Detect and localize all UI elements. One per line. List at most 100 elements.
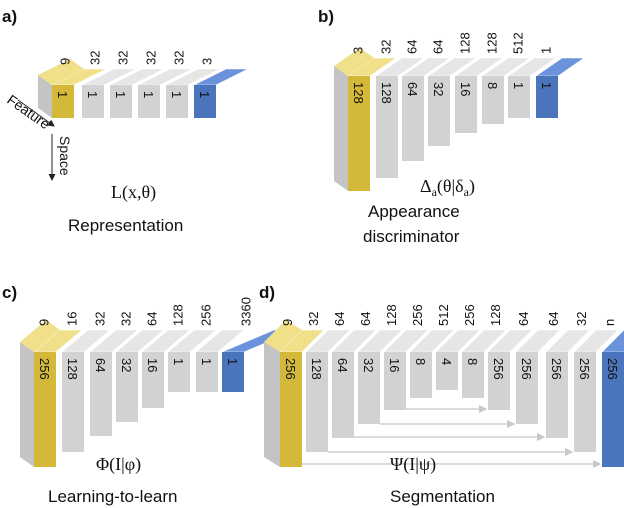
block-channel-label: 64 bbox=[404, 40, 419, 54]
block-side-face bbox=[20, 342, 34, 467]
block-front-face bbox=[62, 352, 84, 452]
layer-block: 8 128 bbox=[481, 32, 531, 124]
layer-block: 4 512 bbox=[435, 304, 481, 390]
block-size-label: 16 bbox=[145, 358, 160, 372]
panel-b-caption-line2: discriminator bbox=[363, 227, 460, 246]
block-front-face bbox=[455, 76, 477, 133]
layer-block: 1 32 bbox=[81, 51, 137, 118]
block-size-label: 8 bbox=[485, 82, 500, 89]
panel-d-caption: Segmentation bbox=[390, 487, 495, 506]
block-top-edge bbox=[264, 320, 302, 352]
panel-c-formula: Φ(I|φ) bbox=[96, 454, 141, 475]
layer-block: 13 bbox=[193, 58, 249, 118]
block-front-face bbox=[168, 352, 190, 392]
block-size-label: 256 bbox=[37, 358, 52, 380]
block-side-face bbox=[38, 75, 52, 118]
block-side-face bbox=[264, 342, 280, 467]
block-channel-label: 32 bbox=[378, 40, 393, 54]
block-front-face bbox=[90, 352, 112, 436]
panel-b-formula: Δa(θ|δa) bbox=[420, 176, 475, 199]
block-size-label: 1 bbox=[171, 358, 186, 365]
block-front-face bbox=[508, 76, 530, 118]
panel-a-caption: Representation bbox=[68, 216, 183, 235]
block-channel-label: 32 bbox=[574, 312, 589, 326]
layer-block: 8 256 bbox=[461, 304, 507, 398]
block-size-label: 1 bbox=[113, 91, 128, 98]
block-channel-label: 32 bbox=[306, 312, 321, 326]
block-size-label: 64 bbox=[93, 358, 108, 372]
space-axis-label: Space bbox=[57, 136, 73, 176]
block-front-face bbox=[116, 352, 138, 422]
block-front-face bbox=[138, 85, 160, 118]
block-size-label: 256 bbox=[491, 358, 506, 380]
layer-block: 128 32 bbox=[375, 40, 425, 178]
block-channel-label: 128 bbox=[170, 304, 185, 326]
block-channel-label: 64 bbox=[430, 40, 445, 54]
block-front-face bbox=[536, 76, 558, 118]
block-channel-label: 9 bbox=[58, 58, 73, 65]
block-front-face bbox=[602, 352, 624, 467]
block-size-label: 256 bbox=[577, 358, 592, 380]
block-front-face bbox=[332, 352, 354, 438]
block-channel-label: 32 bbox=[118, 312, 133, 326]
block-channel-label: 64 bbox=[332, 312, 347, 326]
panel-label: a) bbox=[2, 7, 17, 26]
block-size-label: 64 bbox=[335, 358, 350, 372]
block-front-face bbox=[34, 352, 56, 467]
block-channel-label: n bbox=[602, 319, 617, 326]
block-channel-label: 128 bbox=[384, 304, 399, 326]
block-front-face bbox=[306, 352, 328, 452]
block-front-face bbox=[348, 76, 370, 191]
block-size-label: 128 bbox=[351, 82, 366, 104]
block-front-face bbox=[516, 352, 538, 424]
block-top-edge bbox=[20, 320, 60, 352]
block-front-face bbox=[410, 352, 432, 398]
panel-label: c) bbox=[2, 283, 17, 302]
layer-block: 256 n bbox=[601, 319, 624, 467]
block-channel-label: 32 bbox=[116, 51, 131, 65]
block-top-edge bbox=[38, 59, 84, 85]
block-size-label: 1 bbox=[169, 91, 184, 98]
layer-block: 8 256 bbox=[409, 304, 455, 398]
layer-block: 256 64 bbox=[545, 312, 591, 438]
block-channel-label: 512 bbox=[436, 304, 451, 326]
panel-b-caption-line1: Appearance bbox=[368, 202, 460, 221]
block-channel-label: 64 bbox=[516, 312, 531, 326]
layer-block: 256 32 bbox=[573, 312, 619, 452]
block-channel-label: 128 bbox=[488, 304, 503, 326]
block-channel-label: 64 bbox=[546, 312, 561, 326]
block-size-label: 1 bbox=[539, 82, 554, 89]
block-front-face bbox=[52, 85, 74, 118]
block-size-label: 16 bbox=[387, 358, 402, 372]
block-front-face bbox=[110, 85, 132, 118]
layer-block: 11 bbox=[535, 47, 585, 118]
block-front-face bbox=[82, 85, 104, 118]
block-channel-label: 128 bbox=[484, 32, 499, 54]
block-channel-label: 3 bbox=[200, 58, 215, 65]
block-channel-label: 128 bbox=[457, 32, 472, 54]
layer-block: 128 32 bbox=[305, 312, 351, 452]
block-front-face bbox=[462, 352, 484, 398]
block-channel-label: 512 bbox=[510, 32, 525, 54]
block-size-label: 32 bbox=[431, 82, 446, 96]
block-front-face bbox=[428, 76, 450, 146]
layer-block: 128 3 bbox=[334, 47, 397, 191]
layer-block: 32 64 bbox=[357, 312, 403, 424]
block-front-face bbox=[546, 352, 568, 438]
layer-block: 256 9 bbox=[20, 319, 83, 467]
block-channel-label: 9 bbox=[36, 319, 51, 326]
block-size-label: 1 bbox=[511, 82, 526, 89]
block-size-label: 1 bbox=[55, 91, 70, 98]
layer-block: 1 32 bbox=[165, 51, 221, 118]
block-channel-label: 1 bbox=[538, 47, 553, 54]
block-channel-label: 3 bbox=[350, 47, 365, 54]
block-size-label: 64 bbox=[405, 82, 420, 96]
block-front-face bbox=[574, 352, 596, 452]
layer-block: 1 256 bbox=[195, 304, 245, 392]
block-size-label: 8 bbox=[413, 358, 428, 365]
